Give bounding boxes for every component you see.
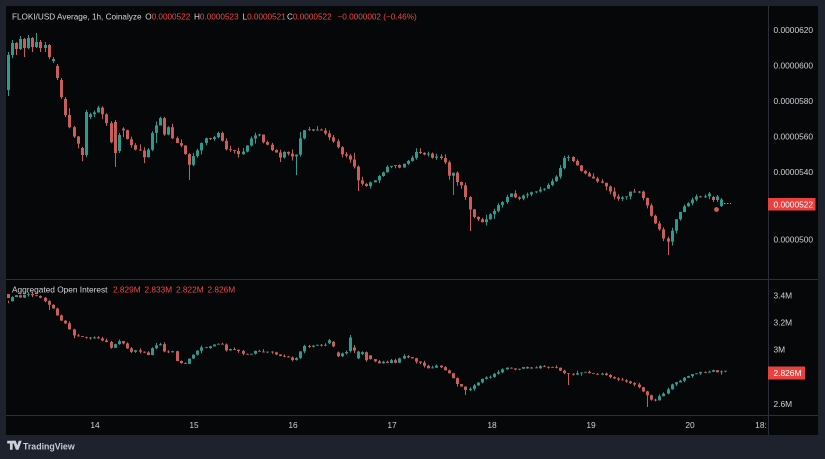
svg-text:0.0000600: 0.0000600 [774, 61, 814, 71]
svg-text:0.0000580: 0.0000580 [774, 96, 814, 106]
svg-text:3.4M: 3.4M [774, 291, 793, 301]
svg-text:0.0000620: 0.0000620 [774, 25, 814, 35]
svg-text:2.826M: 2.826M [774, 368, 802, 378]
svg-text:TradingView: TradingView [23, 442, 75, 452]
svg-text:17: 17 [387, 420, 397, 430]
svg-text:16: 16 [288, 420, 298, 430]
svg-text:3.2M: 3.2M [774, 317, 793, 327]
svg-text:14: 14 [90, 420, 100, 430]
svg-text:0.0000560: 0.0000560 [774, 132, 814, 142]
svg-text:20: 20 [685, 420, 695, 430]
svg-text:2.6M: 2.6M [774, 399, 793, 409]
svg-text:18:: 18: [755, 420, 767, 430]
svg-text:0.0000500: 0.0000500 [774, 235, 814, 245]
svg-text:18: 18 [487, 420, 497, 430]
svg-text:3M: 3M [774, 344, 786, 354]
svg-text:0.0000522: 0.0000522 [774, 199, 814, 209]
svg-text:0.0000540: 0.0000540 [774, 167, 814, 177]
svg-text:15: 15 [189, 420, 199, 430]
svg-text:19: 19 [586, 420, 596, 430]
svg-text:FLOKI/USD Average, 1h, Coinaly: FLOKI/USD Average, 1h, Coinalyze O0.00005… [12, 13, 417, 22]
